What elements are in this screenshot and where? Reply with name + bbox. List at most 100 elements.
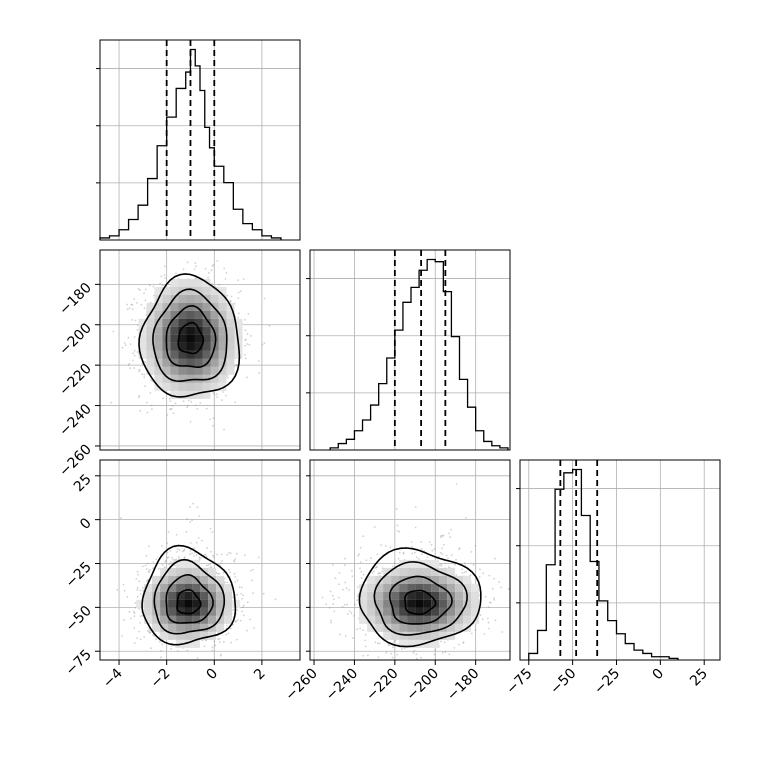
sample-point: [138, 607, 140, 610]
sample-point: [150, 404, 153, 407]
sample-point: [129, 343, 132, 346]
sample-point: [493, 597, 495, 599]
contour-level-3: [358, 547, 482, 648]
sample-point: [193, 268, 196, 270]
sample-point: [440, 640, 442, 643]
density-cell: [216, 623, 225, 632]
sample-point: [375, 566, 378, 569]
sample-point: [196, 506, 199, 509]
sample-point: [146, 562, 149, 565]
sample-point: [189, 553, 191, 556]
ytick-label-p2: −25: [63, 559, 95, 591]
density-cell: [391, 623, 400, 632]
density-cell: [152, 623, 161, 632]
sample-point: [209, 563, 212, 566]
density-cell: [391, 631, 400, 640]
sample-point: [134, 606, 137, 609]
sample-point: [440, 536, 442, 539]
sample-point: [444, 651, 447, 653]
sample-point: [229, 300, 232, 303]
sample-point: [132, 359, 134, 362]
xtick-label-p2: −75: [503, 666, 535, 698]
density-cell: [200, 599, 209, 608]
density-cell: [176, 559, 185, 568]
sample-point: [122, 583, 125, 586]
density-cell: [407, 631, 416, 640]
density-cell: [194, 302, 203, 311]
sample-point: [170, 645, 173, 647]
sample-point: [244, 344, 247, 347]
ytick-label-p2: 0: [77, 515, 95, 533]
sample-point: [230, 641, 233, 644]
density-cell: [375, 623, 384, 632]
density-cell: [168, 599, 177, 608]
density-cell: [447, 583, 456, 592]
sample-point: [410, 541, 413, 543]
sample-point: [274, 598, 277, 601]
sample-point: [195, 265, 198, 268]
sample-point: [434, 648, 437, 651]
density-cell: [200, 607, 209, 616]
density-cell: [455, 599, 464, 608]
sample-point: [392, 646, 394, 649]
density-cell: [407, 607, 416, 616]
sample-point: [133, 336, 136, 338]
density-cell: [208, 575, 217, 584]
density-cell: [208, 599, 217, 608]
sample-point: [329, 590, 332, 593]
sample-point: [201, 639, 204, 642]
density-cell: [154, 310, 163, 319]
sample-point: [364, 633, 367, 636]
density-cell: [202, 326, 211, 335]
density-cell: [383, 607, 392, 616]
density-cell: [234, 326, 243, 335]
density-cell: [399, 615, 408, 624]
sample-point: [209, 528, 212, 530]
sample-point: [143, 376, 146, 379]
sample-point: [458, 643, 460, 646]
sample-point: [213, 556, 215, 559]
sample-point: [244, 329, 247, 332]
sample-point: [123, 589, 126, 592]
sample-point: [227, 632, 230, 635]
density-cell: [194, 294, 203, 303]
sample-point: [430, 543, 433, 546]
sample-point: [362, 573, 365, 576]
contour-level-1: [165, 573, 214, 624]
density-cell: [471, 591, 480, 600]
sample-point: [385, 651, 388, 654]
sample-point: [146, 630, 149, 632]
sample-point: [489, 602, 492, 604]
density-cell: [138, 326, 147, 335]
sample-point: [212, 417, 215, 420]
sample-point: [141, 614, 144, 617]
sample-point: [458, 548, 460, 551]
sample-point: [150, 379, 152, 382]
density-cell: [144, 615, 153, 624]
sample-point: [153, 294, 155, 297]
density-cell: [210, 310, 219, 319]
density-cell: [447, 623, 456, 632]
density-cell: [431, 591, 440, 600]
density-cell: [186, 294, 195, 303]
density-cell: [194, 334, 203, 343]
sample-point: [239, 619, 242, 622]
sample-point: [133, 642, 136, 645]
sample-point: [195, 541, 198, 544]
sample-point: [239, 290, 242, 292]
sample-point: [458, 547, 461, 550]
sample-point: [161, 284, 164, 287]
sample-point: [344, 557, 346, 560]
sample-point: [192, 502, 195, 505]
density-cell: [218, 326, 227, 335]
sample-point: [172, 558, 175, 561]
histogram-p2: [528, 468, 679, 660]
sample-point: [136, 595, 139, 598]
sample-point: [226, 553, 229, 556]
sample-point: [128, 307, 131, 310]
sample-point: [237, 291, 240, 294]
sample-point: [151, 408, 153, 410]
sample-point: [449, 536, 451, 538]
density-cell: [415, 591, 424, 600]
density-cell: [383, 599, 392, 608]
